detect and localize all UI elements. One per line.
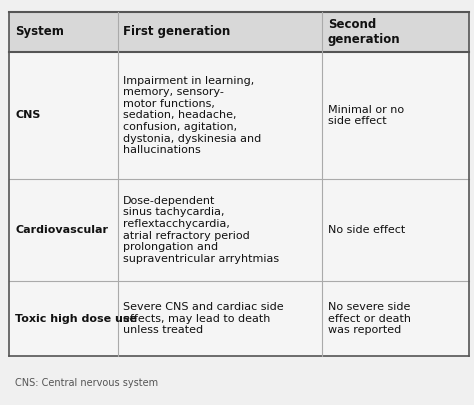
Text: Minimal or no
side effect: Minimal or no side effect [328,104,404,126]
Bar [9,12,469,52]
Text: Toxic high dose use: Toxic high dose use [15,313,137,324]
Bar [9,179,469,281]
Text: First generation: First generation [123,26,230,38]
Text: Dose-dependent
sinus tachycardia,
reflextacchycardia,
atrial refractory period
p: Dose-dependent sinus tachycardia, reflex… [123,196,279,264]
Text: No severe side
effect or death
was reported: No severe side effect or death was repor… [328,302,411,335]
Text: No side effect: No side effect [328,225,405,235]
Text: Severe CNS and cardiac side
effects, may lead to death
unless treated: Severe CNS and cardiac side effects, may… [123,302,284,335]
Text: Impairment in learning,
memory, sensory-
motor functions,
sedation, headache,
co: Impairment in learning, memory, sensory-… [123,76,262,155]
Bar [9,52,469,179]
Text: CNS: CNS [15,111,41,120]
Text: CNS: Central nervous system: CNS: Central nervous system [15,378,158,388]
Text: Cardiovascular: Cardiovascular [15,225,108,235]
Text: System: System [15,26,64,38]
Bar [9,281,469,356]
Text: Second
generation: Second generation [328,18,401,46]
